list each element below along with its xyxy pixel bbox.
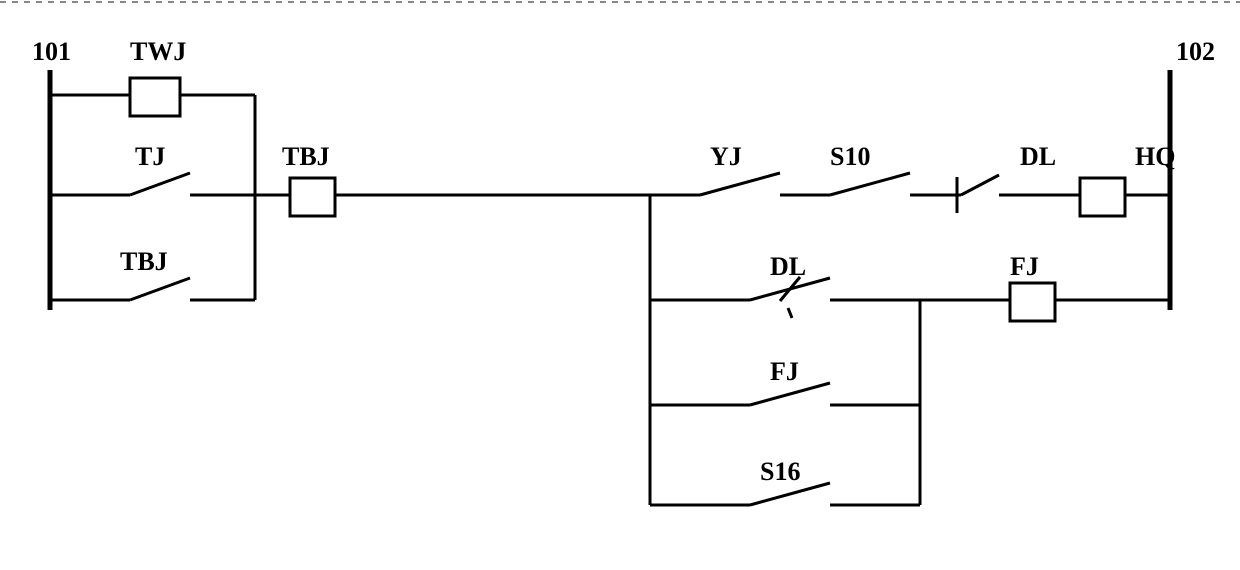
tbj-coil: [290, 178, 335, 216]
label-S16: S16: [760, 457, 800, 486]
label-DL_mid: DL: [770, 252, 806, 281]
label-FJ_box: FJ: [1010, 252, 1039, 281]
label-S10: S10: [830, 142, 870, 171]
label-DL_top: DL: [1020, 142, 1056, 171]
label-HQ: HQ: [1135, 142, 1175, 171]
wires-group: [50, 95, 1170, 505]
label-YJ: YJ: [710, 142, 742, 171]
fj-coil: [1010, 283, 1055, 321]
components-group: [120, 78, 1125, 505]
label-TWJ: TWJ: [130, 37, 186, 66]
twj-coil: [130, 78, 180, 116]
labels-group: 101 102 TWJ TJ TBJ TBJ YJ S10 DL HQ DL FJ FJ S16: [32, 37, 1215, 486]
label-leftBusNum: 101: [32, 37, 71, 66]
label-rightBusNum: 102: [1176, 37, 1215, 66]
label-TBJ_box: TBJ: [282, 142, 330, 171]
label-FJ_sw: FJ: [770, 357, 799, 386]
hq-coil: [1080, 178, 1125, 216]
circuit-diagram: 101 102 TWJ TJ TBJ TBJ YJ S10 DL HQ DL FJ FJ S16: [0, 0, 1240, 570]
label-TJ: TJ: [135, 142, 165, 171]
label-TBJ_left: TBJ: [120, 247, 168, 276]
